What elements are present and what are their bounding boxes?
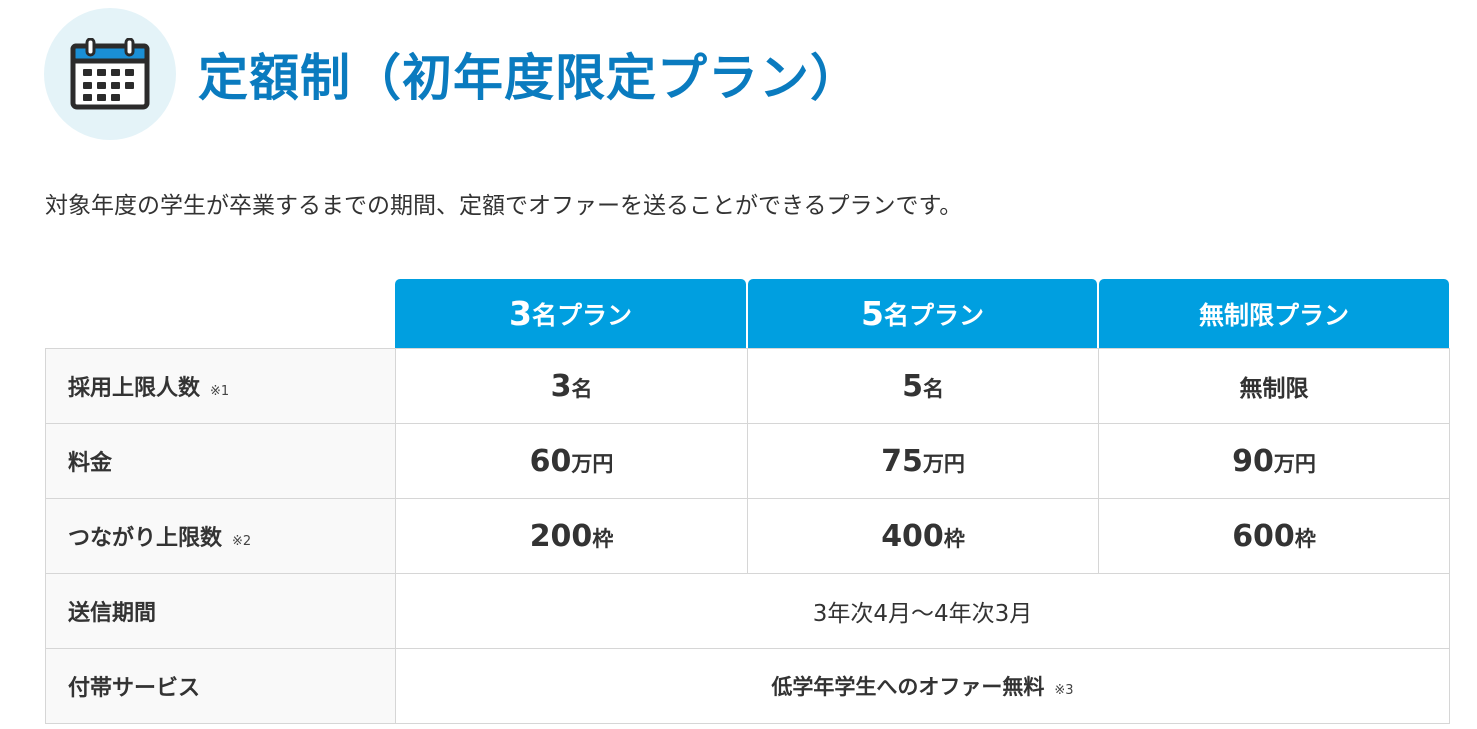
value-number: 60 xyxy=(529,443,572,479)
table-cell: 60万円 xyxy=(395,423,748,499)
row-label: 採用上限人数 ※1 xyxy=(45,348,396,424)
cell-value: 無制限 xyxy=(1239,376,1309,402)
footnote-mark: ※3 xyxy=(1054,683,1074,698)
cell-value: 5名 xyxy=(902,369,944,404)
row-label: 付帯サービス xyxy=(45,648,396,724)
plan-header-unlimited: 無制限プラン xyxy=(1099,279,1449,348)
value-unit: 万円 xyxy=(1273,451,1316,476)
cell-value: 600枠 xyxy=(1232,519,1316,554)
calendar-icon xyxy=(70,38,150,110)
cell-value: 60万円 xyxy=(530,444,614,479)
value-unit: 名 xyxy=(571,376,593,401)
plan-header-suffix: 名プラン xyxy=(883,300,984,330)
row-label: つながり上限数 ※2 xyxy=(45,498,396,574)
plan-description: 対象年度の学生が卒業するまでの期間、定額でオファーを送ることができるプランです。 xyxy=(45,193,963,219)
value-number: 90 xyxy=(1232,443,1274,479)
page-title: 定額制（初年度限定プラン） xyxy=(198,49,861,107)
value-number: 75 xyxy=(881,443,923,479)
value-unit: 名 xyxy=(922,376,944,401)
cell-value: 75万円 xyxy=(881,444,965,479)
table-cell: 200枠 xyxy=(395,498,748,574)
cell-value: 3名 xyxy=(551,369,593,404)
table-cell-span: 低学年学生へのオファー無料 ※3 xyxy=(395,648,1450,724)
value-unit: 枠 xyxy=(592,526,614,551)
table-cell: 600枠 xyxy=(1098,498,1450,574)
row-label-text: 採用上限人数 xyxy=(68,376,201,401)
table-cell: 90万円 xyxy=(1098,423,1450,499)
value-number: 200 xyxy=(529,518,593,554)
table-cell: 無制限 xyxy=(1098,348,1450,424)
value-number: 5 xyxy=(902,368,923,404)
table-cell: 75万円 xyxy=(747,423,1099,499)
table-cell: 400枠 xyxy=(747,498,1099,574)
table-row-price: 料金 60万円 75万円 90万円 xyxy=(45,423,1450,499)
plan-header-number: 5 xyxy=(861,294,884,333)
value-number: 600 xyxy=(1232,518,1295,554)
cell-value: 低学年学生へのオファー無料 xyxy=(771,675,1045,699)
row-label-text: つながり上限数 xyxy=(68,526,223,551)
table-row-connection-limit: つながり上限数 ※2 200枠 400枠 600枠 xyxy=(45,498,1450,574)
table-cell: 3名 xyxy=(395,348,748,424)
plan-header-5: 5 名プラン xyxy=(748,279,1097,348)
cell-value: 400枠 xyxy=(881,519,965,554)
value-unit: 枠 xyxy=(943,526,965,551)
footnote-mark: ※2 xyxy=(232,534,252,549)
cell-value: 3年次4月〜4年次3月 xyxy=(812,601,1033,627)
cell-value: 90万円 xyxy=(1232,444,1316,479)
row-label: 送信期間 xyxy=(45,573,396,649)
footnote-mark: ※1 xyxy=(210,384,230,399)
page-header: 定額制（初年度限定プラン） xyxy=(44,8,861,140)
value-unit: 枠 xyxy=(1294,526,1316,551)
value-unit: 万円 xyxy=(922,451,965,476)
plan-header-suffix: 無制限プラン xyxy=(1198,300,1349,330)
table-row-extra-service: 付帯サービス 低学年学生へのオファー無料 ※3 xyxy=(45,648,1450,724)
plan-header-3: 3 名プラン xyxy=(395,279,746,348)
row-label: 料金 xyxy=(45,423,396,499)
table-cell-span: 3年次4月〜4年次3月 xyxy=(395,573,1450,649)
plan-header-suffix: 名プラン xyxy=(531,300,632,330)
plan-header-number: 3 xyxy=(509,294,532,333)
value-number: 400 xyxy=(881,518,944,554)
cell-value: 200枠 xyxy=(530,519,614,554)
value-unit: 万円 xyxy=(571,451,614,476)
table-cell: 5名 xyxy=(747,348,1099,424)
plan-comparison-table: 採用上限人数 ※1 3名 5名 無制限 料金 60万円 75万円 90万円 つなが… xyxy=(45,348,1450,724)
value-number: 3 xyxy=(550,368,572,404)
icon-circle xyxy=(44,8,176,140)
table-row-send-period: 送信期間 3年次4月〜4年次3月 xyxy=(45,573,1450,649)
table-row-hire-limit: 採用上限人数 ※1 3名 5名 無制限 xyxy=(45,348,1450,424)
